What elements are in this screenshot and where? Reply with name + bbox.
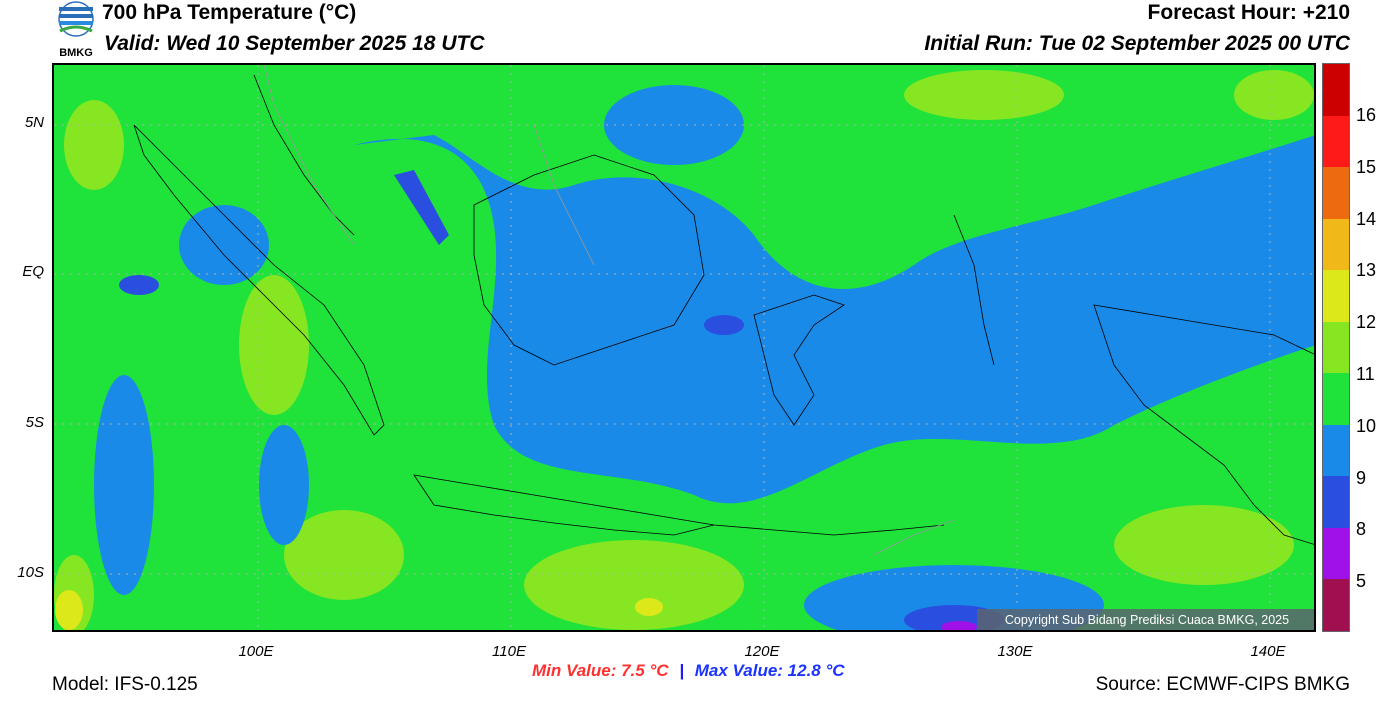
colorbar-label: 11 [1356, 364, 1375, 384]
colorbar [1322, 63, 1350, 632]
lon-label-110e: 110E [492, 643, 526, 660]
colorbar-label: 15 [1356, 157, 1377, 177]
colorbar-label: 16 [1356, 105, 1377, 125]
bmkg-logo: BMKG [58, 1, 94, 59]
colorbar-label: 13 [1356, 260, 1377, 280]
lon-label-130e: 130E [997, 643, 1033, 660]
lat-label-eq: EQ [22, 263, 44, 280]
colorbar-label: 12 [1356, 312, 1377, 332]
stats-separator: | [679, 661, 685, 680]
lat-label-5n: 5N [24, 114, 44, 131]
colorbar-segment [1323, 64, 1349, 116]
chart-title: 700 hPa Temperature (°C) [102, 1, 357, 24]
logo-text: BMKG [59, 47, 93, 59]
borneo-outline [473, 154, 705, 366]
colorbar-segment [1323, 424, 1349, 477]
colorbar-segment [1323, 527, 1349, 580]
colorbar-segment [1323, 321, 1349, 374]
lon-label-120e: 120E [744, 643, 780, 660]
colorbar-label: 5 [1356, 571, 1367, 591]
forecast-hour: Forecast Hour: +210 [1147, 1, 1351, 24]
copyright-notice: Copyright Sub Bidang Prediksi Cuaca BMKG… [977, 609, 1314, 630]
colorbar-segment [1323, 218, 1349, 271]
colorbar-segment [1323, 373, 1349, 425]
lon-label-100e: 100E [238, 643, 274, 660]
model-label: Model: IFS-0.125 [52, 674, 198, 695]
temperature-map: Copyright Sub Bidang Prediksi Cuaca BMKG… [52, 63, 1316, 632]
java-outline [413, 474, 715, 536]
colorbar-label: 14 [1356, 209, 1377, 229]
lat-label-10s: 10S [17, 564, 44, 581]
valid-time: Valid: Wed 10 September 2025 18 UTC [104, 32, 485, 55]
sulawesi-outline [753, 294, 845, 426]
initial-run: Initial Run: Tue 02 September 2025 00 UT… [924, 32, 1350, 55]
sumatra-outline [133, 124, 385, 436]
source-label: Source: ECMWF-CIPS BMKG [1095, 674, 1350, 695]
papua-outline [1093, 304, 1314, 545]
colorbar-segment [1323, 115, 1349, 168]
lat-label-5s: 5S [25, 414, 44, 431]
colorbar-segment [1323, 270, 1349, 322]
min-value: Min Value: 7.5 °C [532, 661, 669, 680]
min-max-values: Min Value: 7.5 °C | Max Value: 12.8 °C [532, 661, 845, 681]
lon-label-140e: 140E [1250, 643, 1286, 660]
colorbar-label: 10 [1356, 416, 1377, 436]
maluku-outline [953, 214, 995, 366]
map-canvas [54, 65, 1314, 630]
colorbar-segment [1323, 476, 1349, 528]
malay-peninsula-outline [253, 74, 355, 236]
colorbar-segment [1323, 167, 1349, 219]
colorbar-segment [1323, 579, 1349, 631]
colorbar-label: 8 [1356, 519, 1367, 539]
nusa-tenggara-outline [713, 524, 945, 536]
max-value: Max Value: 12.8 °C [694, 661, 845, 680]
colorbar-label: 9 [1356, 468, 1367, 488]
